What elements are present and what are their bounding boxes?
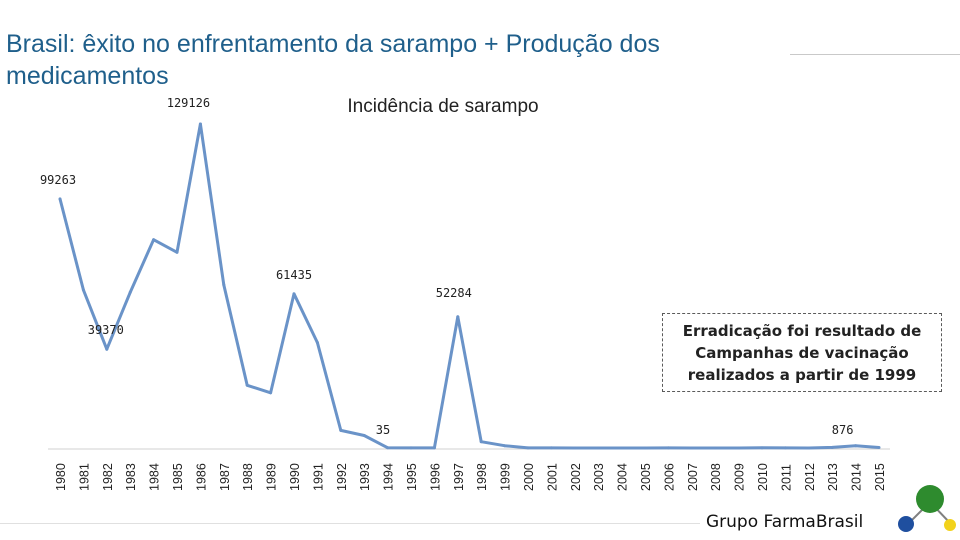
- data-point: [409, 446, 413, 450]
- data-point: [760, 446, 764, 450]
- logo-green-dot: [916, 485, 944, 513]
- x-tick-label: 1992: [335, 463, 349, 491]
- incidence-line: [58, 122, 880, 450]
- x-tick-label: 2015: [873, 463, 887, 491]
- x-tick-label: 2009: [733, 463, 747, 491]
- data-point: [666, 446, 670, 450]
- x-tick-label: 2003: [592, 463, 606, 491]
- data-point: [222, 283, 226, 287]
- note-line-3: realizados a partir de 1999: [687, 365, 917, 384]
- data-point: [620, 446, 624, 450]
- x-tick-label: 2005: [639, 463, 653, 491]
- data-point: [573, 446, 577, 450]
- note-line-1: Erradicação foi resultado de: [682, 321, 922, 340]
- data-point: [175, 250, 179, 254]
- data-point: [596, 446, 600, 450]
- data-label: 61435: [276, 268, 312, 282]
- data-label: 39370: [88, 323, 124, 337]
- x-tick-label: 1988: [241, 463, 255, 491]
- x-tick-labels: 1980 1981 1982 1983 1984 1985 1986 1987 1988 1989…: [54, 463, 887, 491]
- brand-name: Grupo FarmaBrasil: [706, 512, 864, 532]
- eradication-note: Erradicação foi resultado de Campanhas d…: [662, 313, 942, 392]
- data-point: [128, 290, 132, 294]
- data-point: [152, 238, 156, 242]
- footer-divider: [0, 523, 700, 524]
- data-point: [830, 445, 834, 449]
- x-tick-label: 1983: [124, 463, 138, 491]
- data-point: [269, 391, 273, 395]
- x-tick-label: 2010: [756, 463, 770, 491]
- data-point: [58, 197, 62, 201]
- data-point: [877, 445, 881, 449]
- data-point: [386, 446, 390, 450]
- x-tick-label: 2004: [616, 463, 630, 491]
- x-tick-label: 2013: [826, 463, 840, 491]
- x-tick-label: 1982: [101, 463, 115, 491]
- logo-blue-dot: [898, 516, 914, 532]
- x-tick-label: 2006: [662, 463, 676, 491]
- data-point: [198, 122, 202, 126]
- x-tick-label: 1985: [171, 463, 185, 491]
- x-tick-label: 1996: [428, 463, 442, 491]
- data-label: 52284: [436, 286, 472, 300]
- x-tick-label: 1981: [77, 463, 91, 491]
- x-tick-label: 2008: [709, 463, 723, 491]
- x-tick-label: 2002: [569, 463, 583, 491]
- data-point: [432, 446, 436, 450]
- data-point: [807, 446, 811, 450]
- series-layer: [58, 122, 881, 450]
- x-tick-label: 1994: [382, 463, 396, 491]
- x-tick-label: 1990: [288, 463, 302, 491]
- data-point: [315, 341, 319, 345]
- x-tick-label: 1980: [54, 463, 68, 491]
- data-labels-layer: 99263 39370 129126 61435 35 52284 876: [40, 96, 854, 437]
- data-point: [690, 446, 694, 450]
- x-tick-label: 2011: [779, 464, 793, 491]
- data-label: 99263: [40, 173, 76, 187]
- data-point: [456, 315, 460, 319]
- x-tick-label: 1987: [218, 463, 232, 491]
- x-tick-label: 1997: [452, 463, 466, 491]
- x-tick-label: 2014: [850, 463, 864, 491]
- data-point: [503, 444, 507, 448]
- x-tick-label: 1991: [311, 463, 325, 491]
- data-label: 129126: [167, 96, 210, 110]
- data-point: [339, 428, 343, 432]
- data-label: 35: [376, 423, 390, 437]
- data-point: [479, 440, 483, 444]
- x-tick-label: 1999: [499, 463, 513, 491]
- x-tick-label: 2007: [686, 463, 700, 491]
- x-tick-label: 1984: [148, 463, 162, 491]
- note-line-2: Campanhas de vacinação: [695, 343, 909, 362]
- x-tick-label: 1998: [475, 463, 489, 491]
- farmabrasil-logo-icon: [898, 485, 956, 532]
- slide-title: Brasil: êxito no enfrentamento da saramp…: [6, 30, 660, 90]
- data-point: [713, 446, 717, 450]
- data-point: [292, 292, 296, 296]
- x-tick-label: 1986: [194, 463, 208, 491]
- x-tick-label: 2001: [545, 463, 559, 491]
- x-tick-label: 1989: [265, 463, 279, 491]
- data-point: [105, 347, 109, 351]
- x-tick-label: 1995: [405, 463, 419, 491]
- data-point: [737, 446, 741, 450]
- data-point: [854, 444, 858, 448]
- data-point: [526, 446, 530, 450]
- x-tick-label: 2000: [522, 463, 536, 491]
- data-point: [549, 446, 553, 450]
- data-point: [362, 433, 366, 437]
- data-point: [783, 446, 787, 450]
- title-divider: [790, 54, 960, 55]
- x-tick-label: 2012: [803, 463, 817, 491]
- logo-yellow-dot: [944, 519, 956, 531]
- chart-title: Incidência de sarampo: [347, 96, 538, 117]
- data-label: 876: [832, 423, 854, 437]
- data-point: [245, 383, 249, 387]
- data-point: [81, 288, 85, 292]
- x-tick-label: 1993: [358, 463, 372, 491]
- data-point: [643, 446, 647, 450]
